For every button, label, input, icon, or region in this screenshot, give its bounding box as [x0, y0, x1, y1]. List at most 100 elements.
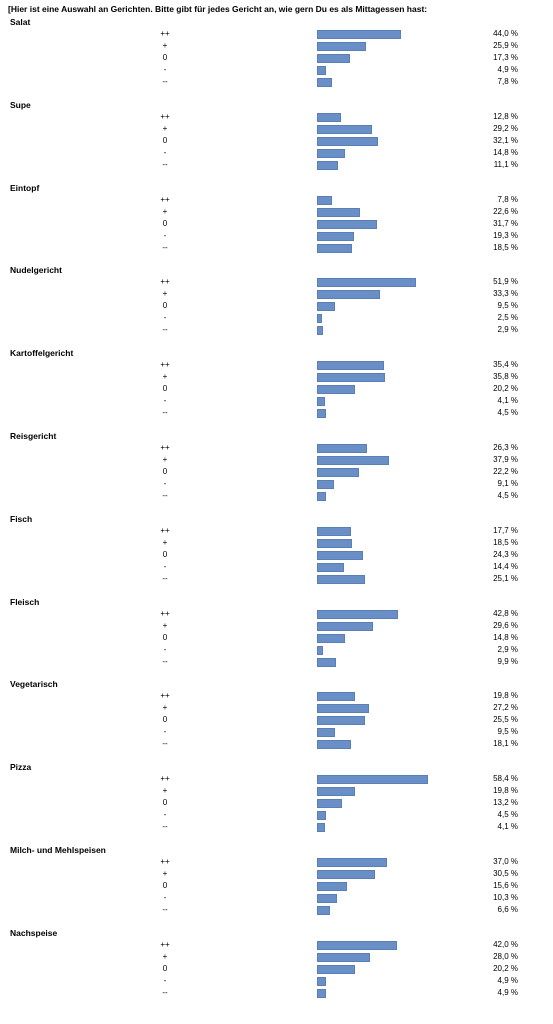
- value-label: 2,5 %: [497, 313, 518, 323]
- bar: [317, 988, 327, 998]
- bar: [317, 952, 371, 962]
- value-label: 4,9 %: [497, 65, 518, 74]
- category-label: -: [163, 396, 167, 406]
- dish-title: Fleisch: [10, 596, 40, 607]
- bar: [317, 728, 336, 738]
- category-label: -: [163, 810, 167, 820]
- bar: [317, 633, 346, 643]
- category-label: 0: [162, 963, 168, 973]
- category-label: ++: [160, 608, 170, 618]
- category-label: ++: [160, 194, 170, 204]
- value-label: 14,4 %: [493, 561, 518, 571]
- dish-title: Pizza: [10, 762, 32, 773]
- category-label: 0: [162, 135, 168, 145]
- bar: [317, 444, 367, 453]
- bar: [317, 692, 355, 702]
- value-label: 22,2 %: [493, 467, 518, 476]
- bar: [317, 314, 322, 324]
- value-label: 28,0 %: [493, 951, 518, 961]
- bar: [317, 657, 336, 667]
- category-label: -: [163, 147, 167, 157]
- dish-title: Eintopf: [10, 182, 40, 193]
- value-label: 35,4 %: [493, 360, 518, 370]
- value-label: 42,8 %: [493, 608, 518, 618]
- category-label: 0: [162, 467, 168, 476]
- value-label: 25,9 %: [493, 41, 518, 50]
- bar: [317, 740, 352, 750]
- category-label: 0: [162, 632, 168, 642]
- value-label: 35,8 %: [493, 372, 518, 382]
- value-label: 7,8 %: [497, 194, 518, 204]
- bar: [317, 278, 416, 288]
- value-label: 4,9 %: [497, 987, 518, 997]
- bar: [317, 823, 325, 833]
- value-label: 42,0 %: [493, 939, 518, 949]
- category-label: ++: [160, 277, 170, 287]
- category-label: --: [162, 739, 168, 749]
- bar: [317, 136, 378, 146]
- category-label: +: [162, 620, 168, 630]
- value-label: 9,5 %: [497, 301, 518, 311]
- category-label: --: [162, 822, 168, 832]
- bar: [317, 906, 330, 915]
- bar: [317, 409, 326, 419]
- bar: [317, 42, 367, 51]
- category-label: --: [162, 77, 168, 86]
- bar: [317, 373, 386, 383]
- value-label: 4,1 %: [497, 396, 518, 406]
- bar: [317, 480, 335, 489]
- bar: [317, 964, 356, 974]
- bar: [317, 526, 351, 536]
- category-label: -: [163, 975, 167, 985]
- value-label: 17,3 %: [493, 53, 518, 62]
- category-label: ++: [160, 525, 170, 535]
- dish-title: Nachspeise: [10, 927, 58, 938]
- dish-title: Nudelgericht: [10, 265, 62, 276]
- value-label: 20,2 %: [493, 384, 518, 394]
- value-label: 4,1 %: [497, 822, 518, 832]
- value-label: 14,8 %: [493, 632, 518, 642]
- category-label: +: [162, 289, 168, 299]
- value-label: 9,9 %: [497, 656, 518, 666]
- chart-title: [Hier ist eine Auswahl an Gerichten. Bit…: [8, 4, 428, 14]
- category-label: -: [163, 727, 167, 737]
- value-label: 4,5 %: [497, 491, 518, 500]
- category-label: +: [162, 455, 168, 464]
- bar: [317, 54, 350, 63]
- bar: [317, 894, 337, 903]
- category-label: -: [163, 479, 167, 488]
- category-label: --: [162, 491, 168, 500]
- category-label: +: [162, 869, 168, 878]
- category-label: --: [162, 905, 168, 914]
- dish-title: Milch- und Mehlspeisen: [10, 845, 106, 855]
- value-label: 26,3 %: [493, 443, 518, 452]
- dish-title: Salat: [10, 17, 31, 27]
- value-label: 18,5 %: [493, 242, 518, 252]
- bar: [317, 290, 381, 300]
- bar: [317, 148, 346, 158]
- category-label: -: [163, 893, 167, 902]
- category-label: ++: [160, 360, 170, 370]
- bar: [317, 160, 339, 170]
- category-label: ++: [160, 111, 170, 121]
- category-label: ++: [160, 939, 170, 949]
- value-label: 18,5 %: [493, 537, 518, 547]
- value-label: 29,2 %: [493, 123, 518, 133]
- bar: [317, 775, 428, 785]
- value-label: 24,3 %: [493, 549, 518, 559]
- category-label: --: [162, 987, 168, 997]
- value-label: 19,8 %: [493, 786, 518, 796]
- category-label: --: [162, 573, 168, 583]
- bar: [317, 492, 326, 501]
- dish-title: Vegetarisch: [10, 679, 58, 690]
- value-label: 10,3 %: [493, 893, 518, 902]
- bar: [317, 609, 399, 619]
- category-label: ++: [160, 691, 170, 701]
- category-label: 0: [162, 549, 168, 559]
- category-label: +: [162, 123, 168, 133]
- category-label: +: [162, 537, 168, 547]
- bar: [317, 195, 332, 205]
- value-label: 18,1 %: [493, 739, 518, 749]
- category-label: --: [162, 242, 168, 252]
- category-label: 0: [162, 881, 168, 890]
